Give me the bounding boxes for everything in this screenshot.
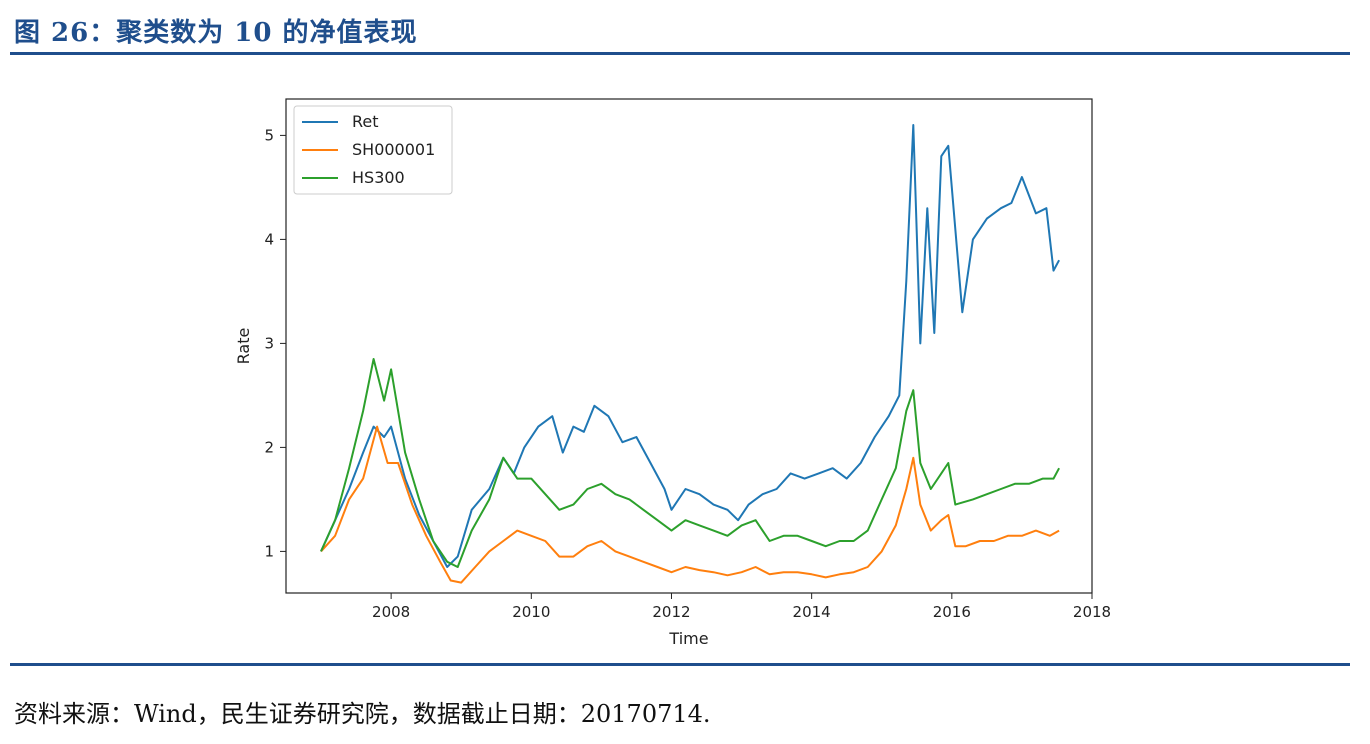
x-axis-label: Time — [668, 629, 708, 648]
series-line-ret — [320, 124, 1060, 568]
y-tick-label: 2 — [264, 438, 274, 456]
legend-label-sh000001: SH000001 — [352, 140, 435, 159]
y-tick-label: 3 — [264, 334, 274, 352]
x-tick-label: 2012 — [652, 603, 690, 621]
title-rule — [10, 52, 1350, 55]
x-tick-label: 2018 — [1073, 603, 1111, 621]
plot-lines — [320, 124, 1060, 584]
legend-label-hs300: HS300 — [352, 168, 405, 187]
series-line-sh000001 — [320, 425, 1060, 584]
x-tick-label: 2016 — [933, 603, 971, 621]
y-tick-label: 4 — [264, 230, 274, 248]
plot-frame — [285, 98, 1093, 594]
series-line-hs300 — [320, 358, 1060, 568]
x-tick-label: 2010 — [512, 603, 550, 621]
legend-label-ret: Ret — [352, 112, 379, 131]
axes: 2008 2010 2012 2014 2016 2018 1 2 3 4 5 — [264, 126, 1111, 621]
y-tick-label: 1 — [264, 542, 274, 560]
source-note: 资料来源：Wind，民生证券研究院，数据截止日期：20170714. — [14, 700, 711, 728]
figure-title: 图 26：聚类数为 10 的净值表现 — [14, 18, 418, 48]
legend-box — [293, 105, 453, 195]
y-tick-label: 5 — [264, 126, 274, 144]
legend: Ret SH000001 HS300 — [293, 105, 453, 195]
y-axis-label: Rate — [234, 328, 253, 365]
source-rule — [10, 663, 1350, 666]
x-tick-label: 2008 — [372, 603, 410, 621]
x-tick-label: 2014 — [793, 603, 831, 621]
